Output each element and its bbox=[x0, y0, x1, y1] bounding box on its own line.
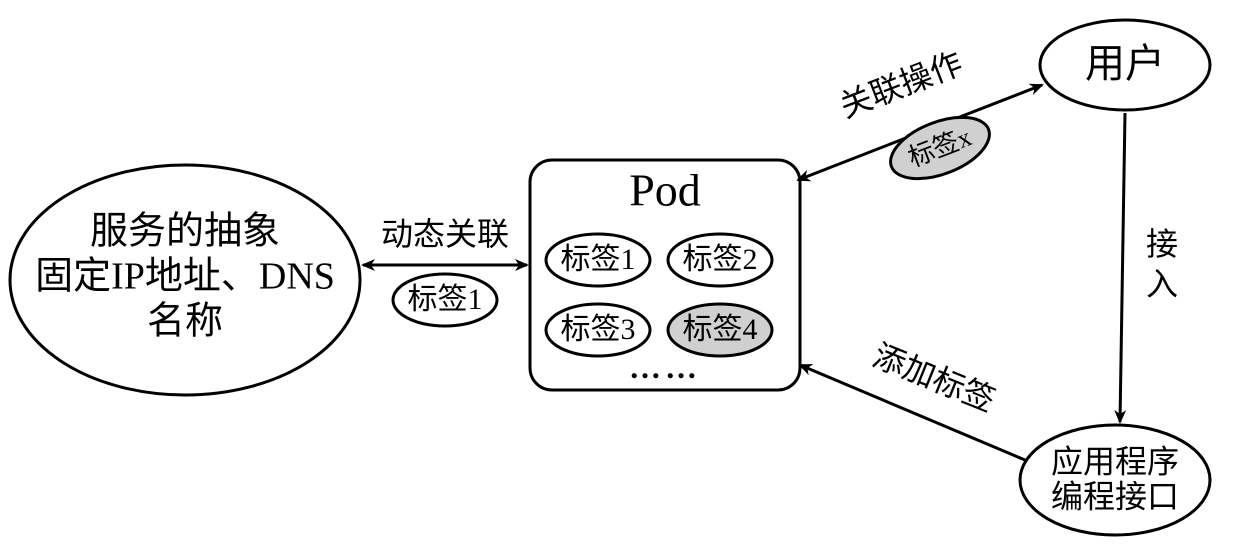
user-text: 用户 bbox=[1085, 41, 1165, 86]
dots-icon: …… bbox=[629, 349, 701, 385]
label-2-text: 标签2 bbox=[683, 243, 758, 276]
edge-pod-user-label: 关联操作 bbox=[835, 45, 967, 124]
edge-user-api-label-1: 接 bbox=[1146, 226, 1178, 262]
service-text-2: 固定IP地址、DNS bbox=[35, 256, 335, 298]
edge-api-pod-label: 添加标签 bbox=[868, 337, 1000, 418]
service-text-1: 服务的抽象 bbox=[90, 211, 280, 253]
label-3-text: 标签3 bbox=[561, 313, 636, 346]
edge-user-api bbox=[1120, 113, 1125, 422]
api-text-1: 应用程序 bbox=[1051, 443, 1179, 479]
api-text-2: 编程接口 bbox=[1051, 478, 1179, 514]
edge-service-pod-tag-text: 标签1 bbox=[408, 283, 483, 316]
label-4-text: 标签4 bbox=[683, 313, 758, 346]
edge-service-pod-label: 动态关联 bbox=[381, 216, 509, 252]
pod-title: Pod bbox=[629, 165, 701, 216]
service-text-3: 名称 bbox=[147, 301, 223, 343]
edge-user-api-label-2: 入 bbox=[1146, 266, 1178, 302]
label-1-text: 标签1 bbox=[561, 243, 636, 276]
